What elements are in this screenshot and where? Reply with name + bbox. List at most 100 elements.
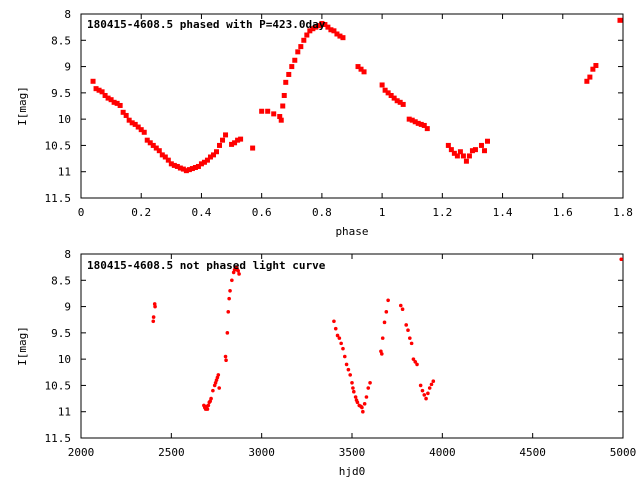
chart-1-y-tick-label: 8.5 <box>51 34 71 47</box>
chart-1-data-point <box>283 79 289 85</box>
chart-1-data-point <box>153 145 159 151</box>
chart-1-data-point <box>481 148 487 154</box>
chart-1-data-point <box>590 66 596 72</box>
chart-1-x-tick-label: 0.2 <box>131 206 151 219</box>
chart-2-data-point <box>415 362 419 367</box>
chart-1-data-point <box>174 163 180 169</box>
chart-2-data-point <box>217 386 222 390</box>
chart-1-data-point <box>189 166 195 172</box>
chart-2-data-point <box>427 386 432 390</box>
chart-1-data-point <box>165 157 171 163</box>
chart-1-data-point <box>135 124 141 130</box>
chart-1-x-tick-label: 1.6 <box>553 206 573 219</box>
chart-1-data-point <box>141 129 147 135</box>
chart-1-data-point <box>466 153 472 159</box>
chart-2-data-point <box>350 381 354 385</box>
chart-1-data-point <box>281 92 287 98</box>
chart-2-y-tick-label: 11.5 <box>45 432 72 445</box>
chart-1-data-point <box>388 92 394 98</box>
chart-1-data-point <box>108 97 114 103</box>
chart-1-data-point <box>421 122 427 128</box>
chart-1-data-point <box>313 24 319 30</box>
chart-1-data-point <box>201 159 207 165</box>
chart-1-data-point <box>198 161 204 167</box>
chart-1-data-point <box>238 136 244 142</box>
chart-2-data-point <box>344 362 349 367</box>
chart-2-data-point <box>380 336 385 340</box>
chart-1-data-point <box>587 74 593 80</box>
chart-2-data-point <box>205 407 210 411</box>
chart-1-data-point <box>397 99 403 105</box>
chart-1-title: 180415-4608.5 phased with P=423.0day <box>87 18 326 31</box>
chart-2-x-tick-label: 3000 <box>248 446 275 459</box>
chart-1-x-tick-label: 0.4 <box>192 206 212 219</box>
chart-1-data-point <box>307 28 313 34</box>
chart-1-data-point <box>286 71 292 77</box>
chart-2-data-point <box>332 319 336 324</box>
chart-1-data-point <box>277 114 283 120</box>
chart-1-data-point <box>147 140 153 146</box>
chart-1-data-point <box>126 117 132 123</box>
chart-1-data-point <box>328 27 334 33</box>
chart-2-y-tick-label: 10.5 <box>45 379 72 392</box>
chart-2-data-point <box>346 367 351 372</box>
chart-2-data-point <box>237 272 241 276</box>
chart-2-data-point <box>384 310 389 314</box>
chart-2-data-point <box>335 333 340 338</box>
chart-2-data-point <box>227 296 231 301</box>
chart-2-y-tick-label: 9 <box>64 301 71 314</box>
chart-2-data-point <box>211 388 215 393</box>
chart-1-data-point <box>207 154 213 160</box>
chart-1-data-point <box>463 158 469 164</box>
chart-1-data-point <box>418 121 424 127</box>
chart-1-data-point <box>406 116 412 122</box>
chart-1-data-point <box>90 78 96 84</box>
chart-1-data-point <box>223 132 229 138</box>
chart-2-data-point <box>426 391 430 396</box>
chart-1-data-point <box>361 69 367 75</box>
chart-2-x-tick-label: 3500 <box>339 446 366 459</box>
chart-1-data-point <box>150 142 156 148</box>
chart-2-y-tick-label: 8 <box>64 248 71 261</box>
chart-1-data-point <box>177 165 183 171</box>
chart-2-data-point <box>422 393 427 397</box>
chart-2-data-point <box>225 331 230 335</box>
chart-1-y-axis-label: I[mag] <box>16 86 29 126</box>
chart-1-data-point <box>183 168 189 174</box>
chart-2-data-point <box>226 310 231 314</box>
chart-1-data-point <box>180 166 186 172</box>
chart-1-y-tick-label: 9.5 <box>51 87 71 100</box>
chart-1-data-point <box>278 117 284 123</box>
chart-2-x-tick-label: 4500 <box>519 446 546 459</box>
chart-1-data-point <box>292 57 298 63</box>
chart-1-x-tick-label: 1.4 <box>493 206 513 219</box>
chart-1-data-point <box>478 142 484 148</box>
chart-1-data-point <box>394 98 400 104</box>
chart-2-data-point <box>386 298 390 303</box>
chart-2-data-point <box>380 352 384 356</box>
chart-2-data-point <box>228 289 232 293</box>
chart-1-data-point <box>132 121 138 127</box>
chart-1-data-point <box>114 100 120 106</box>
chart-2-data-point <box>418 383 423 388</box>
chart-2-data-point <box>341 346 345 351</box>
chart-1-data-point <box>325 24 331 30</box>
chart-1-data-point <box>382 87 388 93</box>
chart-2-data-point <box>342 354 347 359</box>
chart-2-data-point <box>411 357 416 361</box>
chart-2-data-point <box>429 382 434 387</box>
chart-2-x-tick-label: 4000 <box>429 446 456 459</box>
chart-1-data-point <box>280 103 286 109</box>
chart-2-y-axis-label: I[mag] <box>16 326 29 366</box>
chart-2-data-point <box>339 341 343 346</box>
chart-1-data-point <box>316 23 322 29</box>
chart-1-data-point <box>454 153 460 159</box>
chart-1-y-tick-label: 9 <box>64 61 71 74</box>
chart-1-data-point <box>265 108 271 114</box>
chart-2-data-point <box>404 323 409 327</box>
chart-1-data-point <box>298 44 304 50</box>
chart-1-data-point <box>168 161 174 167</box>
chart-2-data-point <box>355 400 360 405</box>
chart-1-data-point <box>340 35 346 41</box>
chart-2-data-point <box>151 315 156 319</box>
